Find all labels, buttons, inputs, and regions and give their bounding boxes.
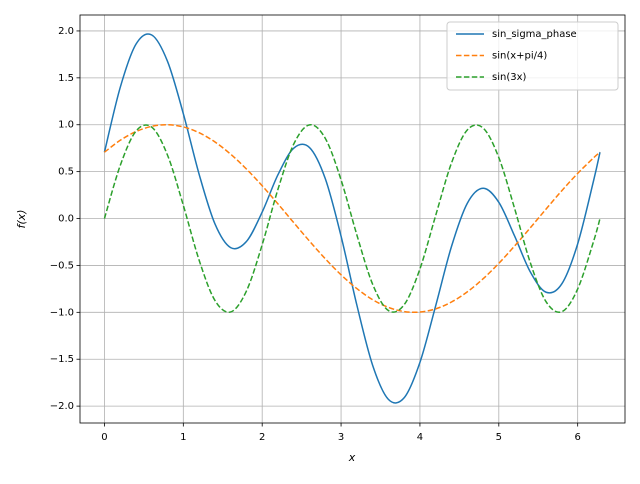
y-tick-label: 1.5 [58,73,74,84]
y-tick-label: 1.0 [58,120,74,131]
y-tick-label: −1.5 [50,354,74,365]
x-tick-label: 3 [338,432,344,443]
series-line [103,124,601,313]
plot-lines [103,33,601,404]
x-tick-label: 4 [417,432,423,443]
x-tick-label: 5 [496,432,502,443]
x-axis-label: x [348,451,356,464]
series-line [103,123,601,314]
y-tick-label: 0.0 [58,214,74,225]
axes-frame [79,14,626,424]
y-tick-label: 2.0 [58,26,74,37]
x-tick-label: 6 [574,432,580,443]
y-tick-label: 0.5 [58,167,74,178]
y-tick-label: −1.0 [50,307,74,318]
legend-label: sin_sigma_phase [492,29,577,40]
y-tick-label: −0.5 [50,260,74,271]
y-tick-label: −2.0 [50,401,74,412]
x-tick-label: 0 [101,432,107,443]
y-axis-label: f(x) [15,210,28,229]
legend-box [446,21,619,91]
legend: sin_sigma_phase sin(x+pi/4) sin(3x) [446,21,619,91]
x-tick-label: 1 [180,432,186,443]
legend-label: sin(3x) [492,72,527,83]
legend-label: sin(x+pi/4) [492,51,547,62]
x-tick-label: 2 [259,432,265,443]
